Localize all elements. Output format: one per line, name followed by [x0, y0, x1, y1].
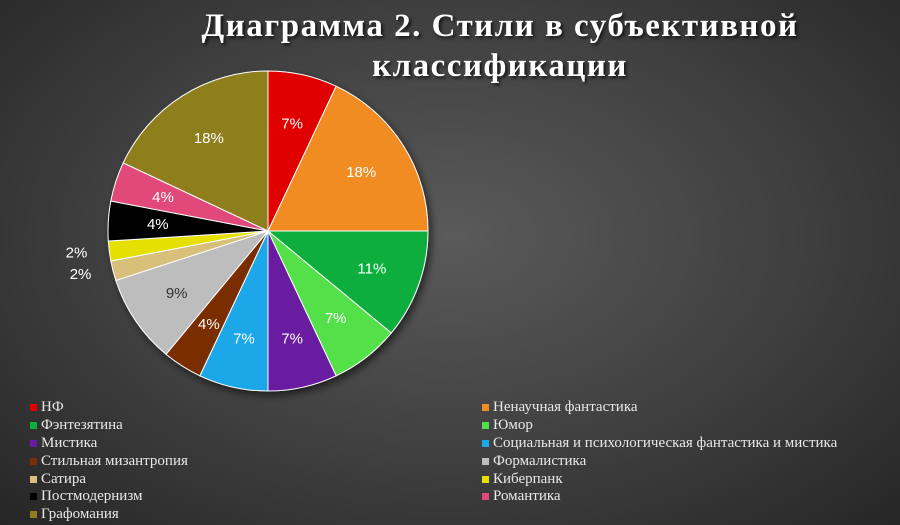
legend-item: Мистика — [30, 435, 482, 453]
legend-swatch — [30, 511, 37, 519]
legend-label: Киберпанк — [493, 470, 563, 487]
legend-swatch — [482, 457, 489, 465]
legend-swatch — [30, 457, 37, 465]
legend-label: Юмор — [493, 417, 533, 434]
slice-data-label: 4% — [147, 216, 169, 233]
pie-slices — [107, 70, 429, 392]
legend-label: Романтика — [493, 488, 561, 505]
legend-label: Фэнтезятина — [41, 417, 123, 434]
legend-item: Формалистика — [482, 452, 890, 470]
legend-item: Постмодернизм — [30, 488, 482, 506]
chart-legend: НФ Ненаучная фантастика Фэнтезятина Юмор Мис… — [30, 399, 890, 524]
legend-item: Романтика — [482, 488, 890, 506]
legend-swatch — [30, 493, 37, 501]
legend-item: Юмор — [482, 417, 890, 435]
legend-swatch — [482, 475, 489, 483]
slice-data-label: 7% — [281, 331, 303, 348]
legend-label: Сатира — [41, 470, 87, 487]
slice-data-label: 2% — [66, 245, 88, 262]
pie-slice — [267, 85, 429, 232]
legend-swatch — [482, 422, 489, 430]
slice-data-label: 4% — [198, 316, 220, 333]
legend-label: Постмодернизм — [41, 488, 143, 505]
slice-data-label: 4% — [152, 189, 174, 206]
slice-data-label: 18% — [194, 130, 224, 147]
slice-data-label: 2% — [70, 266, 92, 283]
slice-data-label: 18% — [346, 164, 376, 181]
legend-item: Фэнтезятина — [30, 417, 482, 435]
legend-swatch — [30, 422, 37, 430]
legend-swatch — [30, 475, 37, 483]
legend-item: Киберпанк — [482, 470, 890, 488]
slice-data-label: 11% — [357, 260, 386, 277]
legend-swatch — [482, 439, 489, 447]
legend-item: Графомания — [30, 506, 482, 524]
legend-label: Мистика — [41, 434, 98, 451]
legend-item: Социальная и психологическая фантастика … — [482, 435, 890, 453]
legend-label: Формалистика — [493, 452, 587, 469]
legend-item: Сатира — [30, 470, 482, 488]
legend-item: НФ — [30, 399, 482, 417]
legend-swatch — [30, 404, 37, 412]
legend-swatch — [482, 404, 489, 412]
legend-label: Графомания — [41, 506, 119, 523]
slice-data-label: 7% — [325, 310, 347, 327]
legend-item: Стильная мизантропия — [30, 452, 482, 470]
pie-slice — [122, 70, 269, 232]
legend-swatch — [30, 439, 37, 447]
slice-data-label: 9% — [166, 285, 188, 302]
legend-swatch — [482, 493, 489, 501]
legend-label: Социальная и психологическая фантастика … — [493, 434, 838, 451]
pie-slice — [266, 230, 429, 334]
legend-item: Ненаучная фантастика — [482, 399, 890, 417]
slice-data-label: 7% — [281, 115, 303, 132]
slice-data-label: 7% — [233, 331, 255, 348]
legend-label: Стильная мизантропия — [41, 452, 188, 469]
legend-label: Ненаучная фантастика — [493, 399, 638, 416]
chart-title: Диаграмма 2. Стили в субъективной класси… — [201, 8, 799, 84]
legend-label: НФ — [41, 399, 64, 416]
pie-slice — [115, 229, 270, 355]
